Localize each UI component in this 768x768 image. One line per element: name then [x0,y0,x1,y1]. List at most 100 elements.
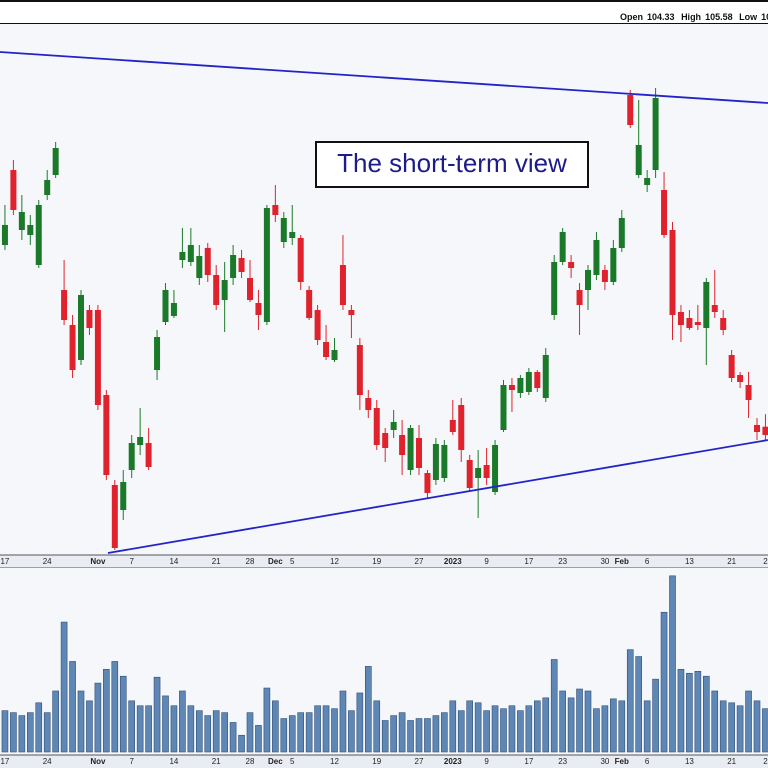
x-tick-label: 14 [169,557,178,566]
x-tick-label: 6 [645,757,650,766]
volume-bar [331,708,338,753]
x-tick-label: 14 [169,757,178,766]
x-tick-label: 5 [290,557,295,566]
candle-body [652,98,659,170]
volume-bar [677,669,685,753]
volume-bar [179,690,186,753]
candle-body [44,180,51,195]
candle-body [280,218,287,242]
x-tick-label: 27 [415,757,424,766]
x-tick-label: 9 [484,757,489,766]
x-tick-label: 12 [330,557,339,566]
volume-bar [483,710,490,753]
candle-body [35,205,42,265]
candle-body [247,278,253,300]
annotation: The short-term view [337,148,567,178]
volume-bar [18,715,26,753]
candle-body [754,425,760,432]
candle-body [230,255,237,278]
low-value: 10 [761,12,768,22]
candle-body [644,178,651,185]
volume-bar [702,675,710,753]
x-tick-label: 17 [0,557,9,566]
candle-body [263,208,270,322]
volume-bar [187,705,195,753]
open-label: Open [620,12,644,22]
candle-body [103,395,110,475]
candle-body [111,485,118,548]
volume-bar [356,692,364,753]
candle-body [272,205,279,215]
volume-bar [601,705,609,753]
x-tick-label: 24 [43,757,52,766]
volume-bar [229,722,237,753]
candle-body [348,310,355,315]
volume-bar [373,700,381,753]
candle-body [213,275,220,305]
candle-body [441,445,448,478]
annotation-box [315,141,589,188]
x-tick-label: Dec [268,557,283,566]
candle-body [390,422,397,430]
volume-bar [60,621,68,753]
x-tick-label: Nov [90,557,106,566]
volume-bar [111,661,119,753]
volume-bar [94,682,102,753]
candle-body [399,435,406,455]
candle-body [10,170,17,210]
volume-bar [26,712,34,753]
volume-bar [322,705,330,753]
candle-body [737,375,744,382]
volume-bar [43,712,51,753]
candle-body [568,262,575,268]
x-tick-label: 9 [484,557,489,566]
volume-bar [762,708,768,753]
candle-body [458,405,465,450]
volume-bar [52,690,59,753]
volume-bar [339,690,347,753]
volume-bar [449,700,457,753]
candle-body [728,355,735,378]
candle-body [432,444,439,480]
volume-bar [576,688,583,753]
candle-body [517,378,524,393]
volume-bar [77,690,85,753]
volume-bar [584,690,592,753]
price-panel [0,24,768,555]
volume-bar [255,725,262,753]
candle-body [525,372,532,392]
x-tick-label: 21 [727,757,736,766]
candle-body [534,372,541,388]
volume-bar [212,710,220,753]
x-tick-label: 30 [600,757,609,766]
chart: 17 17 24 24 Nov Nov 7 7 14 14 21 21 28 28 Dec Dec 5 5 12 12… [0,24,768,768]
volume-bar [500,708,507,753]
candle-body [559,232,566,262]
volume-bar [398,712,406,753]
candle-body [314,310,321,340]
volume-bar [728,702,735,753]
candle-body [475,468,482,478]
x-tick-label: 13 [685,557,694,566]
x-tick-label: 5 [290,757,295,766]
candle-body [27,225,34,235]
volume-bar [550,659,558,753]
volume-bar [153,676,161,753]
volume-bar [288,715,296,753]
x-tick-label: 2 [763,557,768,566]
candle-body [669,230,676,315]
volume-bar [660,611,668,753]
candle-body [677,312,684,325]
candle-body [297,238,304,282]
volume-bar [753,700,761,753]
volume-bar [643,700,651,753]
volume-bar [474,702,482,753]
volume-bar [559,690,566,753]
candle-body [593,240,600,275]
volume-bar [145,705,152,753]
candle-body [221,280,228,300]
volume-bar [128,700,135,753]
